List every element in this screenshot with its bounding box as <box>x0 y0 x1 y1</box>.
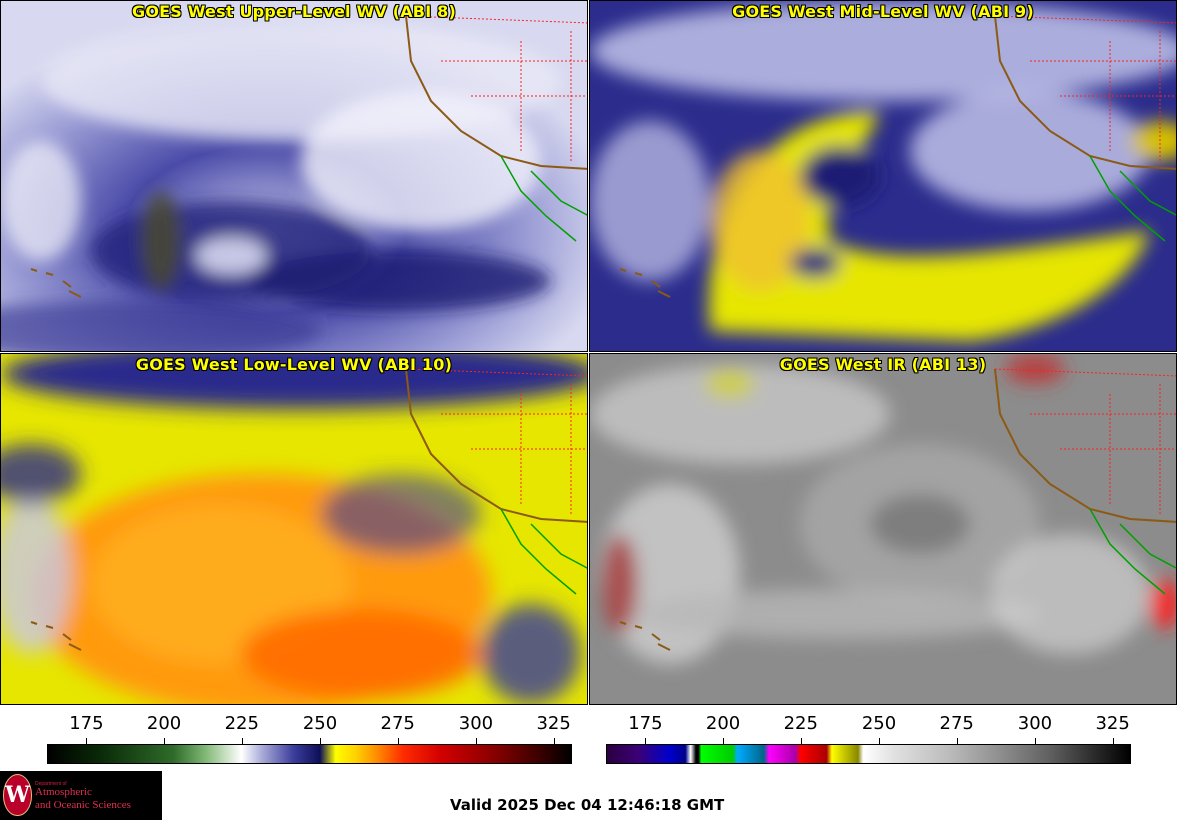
colorbar-wv-tick: 275 <box>380 713 415 734</box>
panel-upper-level-wv: GOES West Upper-Level WV (ABI 8) <box>0 0 588 352</box>
panel-title-mid: GOES West Mid-Level WV (ABI 9) <box>732 2 1034 21</box>
colorbar-wv-tick-mark <box>553 738 555 744</box>
colorbar-ir-tick: 275 <box>939 713 974 734</box>
colorbar-wv-tick-mark <box>320 738 321 744</box>
colorbar-wv-tick: 225 <box>224 713 259 734</box>
colorbar-wv-tick-mark <box>164 738 166 744</box>
colorbar-ir-tick-mark <box>800 738 802 744</box>
logo-dept-text: Department of <box>35 781 67 787</box>
colorbar-wv-tick: 300 <box>458 713 494 734</box>
low-wv-image <box>1 354 587 704</box>
colorbar-wv-tick-mark <box>241 738 243 744</box>
colorbar-ir-ticks: 175 200 225 250 275 300 325 <box>606 708 1131 744</box>
colorbar-wv-tick-mark <box>475 738 477 744</box>
logo-name-line1: Atmospheric <box>35 786 92 798</box>
colorbar-ir-tick: 325 <box>1095 713 1130 734</box>
colorbar-ir-tick-mark <box>723 738 725 744</box>
logo-name-line2: and Oceanic Sciences <box>35 799 131 811</box>
mid-wv-image <box>590 1 1176 351</box>
colorbar-ir-tick: 300 <box>1017 713 1053 734</box>
uw-seal-icon: W <box>3 774 32 816</box>
upper-wv-image <box>1 1 587 351</box>
colorbar-ir-tick-mark <box>956 738 958 744</box>
panel-low-level-wv: GOES West Low-Level WV (ABI 10) <box>0 353 588 705</box>
valid-time-label: Valid 2025 Dec 04 12:46:18 GMT <box>450 796 725 814</box>
panel-mid-level-wv: GOES West Mid-Level WV (ABI 9) <box>589 0 1177 352</box>
colorbar-ir-tick: 175 <box>628 713 663 734</box>
panel-ir: GOES West IR (ABI 13) <box>589 353 1177 705</box>
colorbar-ir-tick-mark <box>1034 738 1036 744</box>
colorbar-ir-tick-mark <box>1112 738 1114 744</box>
colorbar-wv-tick: 250 <box>302 713 338 734</box>
colorbar-ir-tick: 225 <box>783 713 818 734</box>
uw-aos-logo[interactable]: W Department of Atmospheric and Oceanic … <box>0 771 162 820</box>
colorbar-ir-tick: 200 <box>705 713 741 734</box>
colorbar-wv-tick: 175 <box>69 713 104 734</box>
colorbar-wv-gradient <box>47 744 572 764</box>
colorbar-wv-tick-mark <box>86 738 88 744</box>
colorbar-ir-gradient <box>606 744 1131 764</box>
ir-image <box>590 354 1176 704</box>
colorbar-ir-tick: 250 <box>861 713 897 734</box>
colorbar-ir: 175 200 225 250 275 300 325 <box>606 708 1131 768</box>
panel-title-low: GOES West Low-Level WV (ABI 10) <box>135 355 453 374</box>
colorbar-wv-tick: 200 <box>146 713 182 734</box>
colorbar-wv-tick: 325 <box>536 713 571 734</box>
colorbar-ir-tick-mark <box>645 738 647 744</box>
colorbar-wv: 175 200 225 250 275 300 325 <box>47 708 572 768</box>
colorbar-ir-tick-mark <box>879 738 880 744</box>
colorbar-wv-tick-mark <box>397 738 399 744</box>
panel-title-upper: GOES West Upper-Level WV (ABI 8) <box>132 2 456 21</box>
panel-title-ir: GOES West IR (ABI 13) <box>779 355 987 374</box>
colorbar-wv-ticks: 175 200 225 250 275 300 325 <box>47 708 572 744</box>
